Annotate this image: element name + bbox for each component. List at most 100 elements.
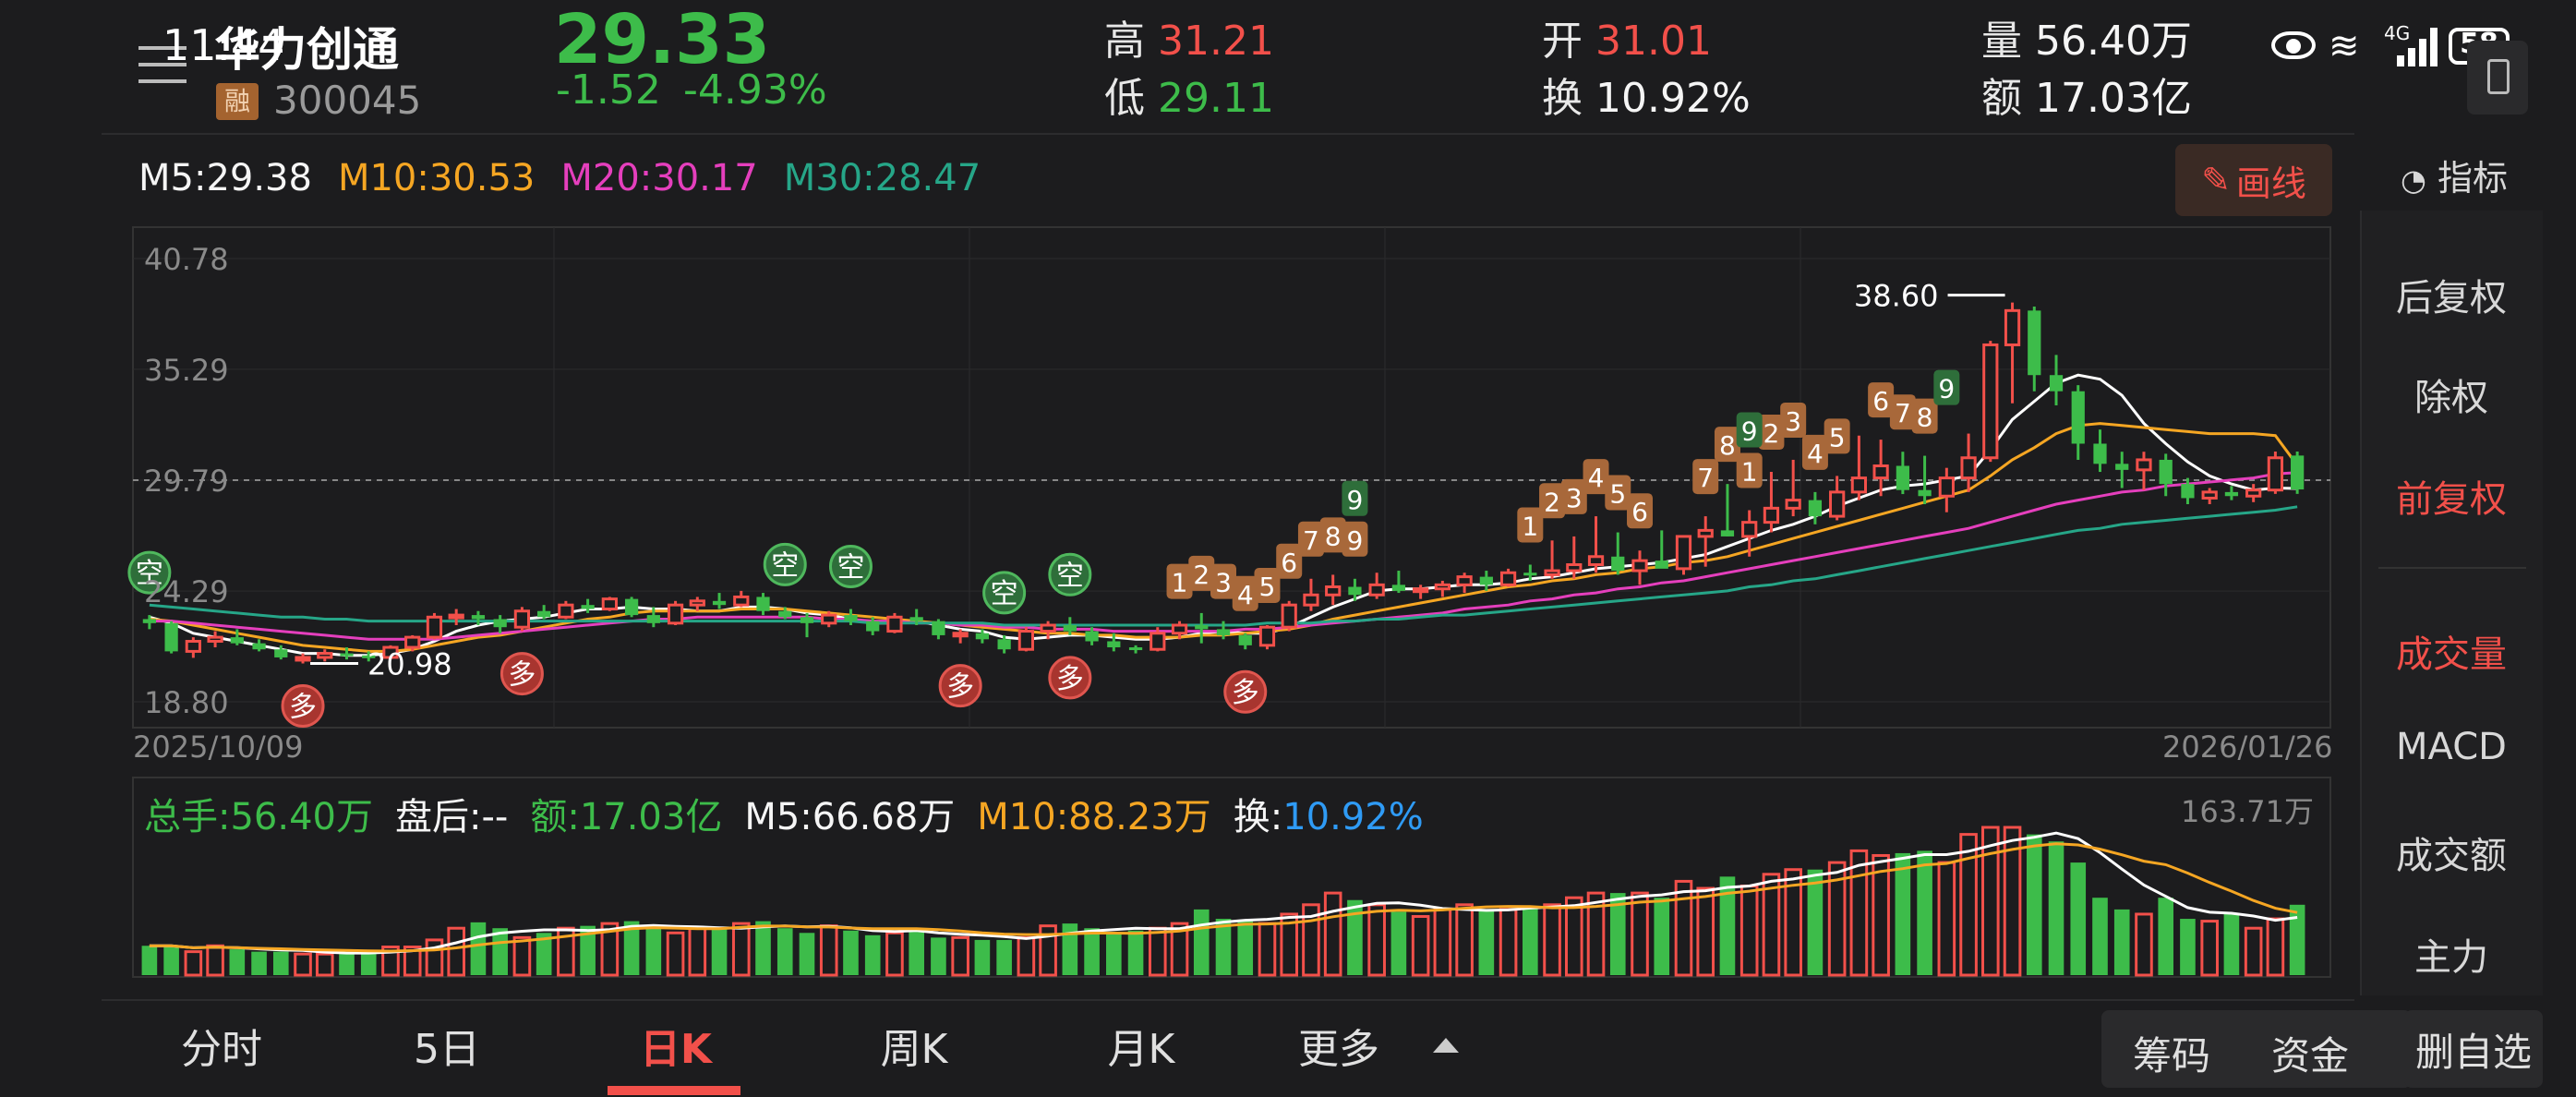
candle-body [1195, 625, 1209, 630]
tab-weekly-k[interactable]: 周K [880, 1026, 948, 1073]
candle-body [362, 655, 376, 658]
tab-more[interactable]: 更多 [1298, 1026, 1379, 1073]
buy-signal: 多 [1232, 677, 1259, 709]
side-item-amount[interactable]: 成交额 [2396, 835, 2507, 877]
volume-bar [2223, 913, 2240, 975]
indicator-button[interactable]: ◔ 指标 [2401, 150, 2508, 200]
buy-signal-bg [1223, 669, 1268, 714]
y-tick-label: 40.78 [144, 242, 229, 277]
vol-turnover: 10.92% [1282, 796, 1424, 838]
chips-button[interactable] [2101, 1010, 2412, 1088]
candle-body [1258, 625, 1276, 647]
td-count-bg [1868, 382, 1895, 418]
volume-bar [492, 928, 508, 975]
candle-body [142, 619, 156, 623]
remove-watch-button[interactable]: 删自选 [2404, 1010, 2543, 1088]
candle-body [975, 633, 990, 640]
td-count: 2 [1193, 560, 1210, 590]
funds-label[interactable]: 资金 [2271, 1033, 2350, 1079]
candle-body [1655, 561, 1668, 569]
turnover-field: 换 10.92% [1542, 65, 1751, 124]
tab-intraday[interactable]: 分时 [181, 1026, 262, 1073]
volume-bar [2244, 926, 2263, 977]
volume-bar [1390, 911, 1407, 975]
menu-icon[interactable] [138, 39, 190, 90]
candle-body [778, 610, 792, 618]
x-end-label: 2026/01/26 [2162, 729, 2333, 765]
side-item-macd[interactable]: MACD [2396, 726, 2507, 768]
volume-bar [885, 931, 904, 977]
volume-bar [996, 939, 1012, 975]
sell-signal-bg [1048, 552, 1092, 597]
tab-5day[interactable]: 5日 [414, 1026, 480, 1073]
volume-bar [315, 952, 334, 977]
volume-label: 量 [1981, 18, 2022, 65]
candle-body [1918, 489, 1932, 497]
volume-bar [184, 950, 203, 977]
candle-body [1216, 629, 1231, 635]
td-count: 5 [1609, 479, 1626, 510]
pencil-icon: ✎ [2201, 160, 2231, 200]
side-item-main-force[interactable]: 主力 [2414, 936, 2488, 979]
volume-bar [536, 933, 552, 975]
ma5-legend: M5:29.38 [138, 157, 312, 199]
amount-field: 额 17.03亿 [1981, 65, 2192, 124]
td-count-bg [1758, 415, 1785, 451]
candle-body [733, 595, 750, 607]
tab-daily-k[interactable]: 日K [639, 1026, 713, 1073]
side-item-back-adjust[interactable]: 后复权 [2396, 277, 2507, 319]
rotate-screen-icon[interactable] [2467, 41, 2528, 115]
vol-ma10-line [149, 842, 2298, 953]
status-time: 11:44 [163, 20, 285, 70]
td-count: 8 [1719, 430, 1736, 461]
candle-body [1808, 500, 1823, 517]
volume-bar [1917, 850, 1932, 975]
candle-body [1587, 555, 1605, 567]
draw-line-button[interactable]: ✎ 画线 [2175, 144, 2332, 216]
candle-body [2028, 310, 2041, 376]
td-count: 7 [1895, 398, 1911, 428]
caret-up-icon[interactable] [1433, 1038, 1459, 1053]
volume-bar [843, 930, 859, 975]
candle-body [1872, 464, 1889, 480]
chips-label[interactable]: 筹码 [2133, 1033, 2211, 1079]
buy-signal-bg [500, 652, 544, 696]
side-item-volume[interactable]: 成交量 [2396, 633, 2507, 676]
vol-amount: 额:17.03亿 [530, 796, 723, 838]
td-count-bg [1605, 475, 1631, 511]
volume-field: 量 56.40万 [1981, 7, 2192, 66]
open-label: 开 [1542, 18, 1583, 65]
tab-monthly-k[interactable]: 月K [1107, 1026, 1175, 1073]
td-count: 1 [1522, 512, 1538, 542]
volume-panel-frame [132, 777, 2331, 978]
side-item-forward-adjust[interactable]: 前复权 [2396, 478, 2507, 521]
vol-ma5-line [149, 831, 2298, 955]
candle-body [2004, 308, 2021, 346]
side-item-ex-rights[interactable]: 除权 [2414, 377, 2488, 419]
candle-body [1741, 521, 1758, 538]
candle-body [2115, 464, 2129, 470]
x-start-label: 2025/10/09 [133, 729, 304, 765]
low-value: 29.11 [1158, 75, 1274, 122]
volume-bar [951, 935, 969, 977]
volume-bar [272, 951, 289, 975]
volume-bar [1433, 908, 1452, 977]
volume-bar [339, 954, 355, 975]
td-count-bg [1342, 480, 1368, 516]
volume-bar [1367, 903, 1386, 977]
header-divider [102, 133, 2354, 135]
open-field: 开 31.01 [1542, 7, 1712, 66]
stock-name: 华力创通 [214, 23, 399, 77]
candle-body [1063, 625, 1077, 632]
volume-bar [1347, 899, 1363, 975]
amount-label: 额 [1981, 75, 2022, 122]
candle-body [1017, 630, 1034, 651]
candle-body [932, 621, 945, 635]
volume-bar [1323, 891, 1342, 977]
td-count: 9 [1347, 485, 1364, 515]
volume-bar [931, 937, 946, 975]
candle-body [1938, 476, 1955, 498]
ma20-legend: M20:30.17 [560, 157, 758, 199]
td-count: 1 [1172, 568, 1188, 598]
